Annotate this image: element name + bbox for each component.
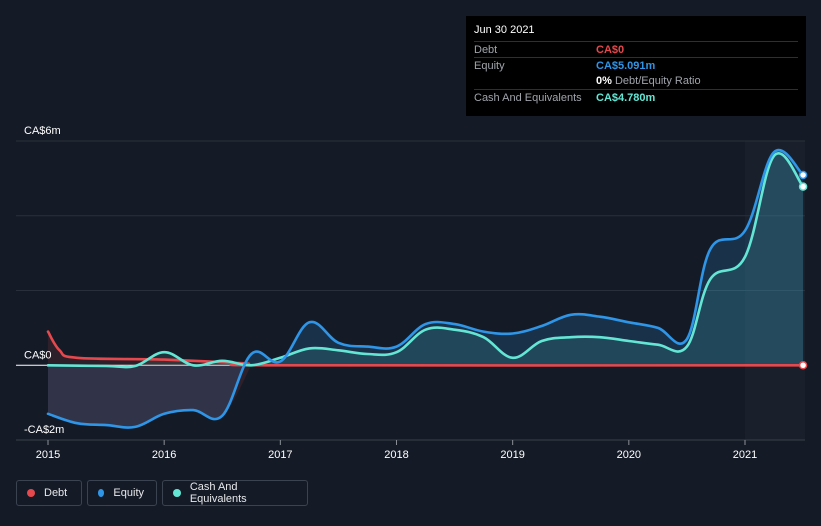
debt-dot-icon [27, 489, 35, 497]
chart-gridlines [16, 140, 805, 441]
x-tick-label: 2020 [617, 449, 641, 461]
equity-dot-icon [98, 489, 105, 497]
tooltip-date: Jun 30 2021 [474, 24, 535, 36]
chart-legend: Debt Equity Cash And Equivalents [16, 480, 313, 508]
equity-line [46, 148, 805, 429]
equity-end-marker [798, 170, 808, 180]
x-tick-label: 2019 [500, 449, 524, 461]
tooltip-debt-label: Debt [474, 44, 498, 56]
legend-debt-label: Debt [44, 487, 68, 499]
cash-and-equivalents-area [48, 153, 804, 368]
x-tick-label: 2017 [268, 449, 292, 461]
chart-lines [46, 148, 805, 429]
tooltip-row-equity: Equity CA$5.091m [474, 57, 798, 74]
legend-equity-label: Equity [113, 487, 144, 499]
chart-end-markers [798, 170, 808, 370]
tooltip-panel: Jun 30 2021 Debt CA$0 Equity CA$5.091m 0… [466, 16, 806, 116]
debt-end-marker [798, 361, 808, 370]
x-tick-label: 2021 [733, 449, 757, 461]
y-axis-ticks: CA$6m CA$0 -CA$2m [24, 125, 64, 436]
equity-area [48, 150, 804, 428]
tooltip-row-debt: Debt CA$0 [474, 41, 798, 58]
y-tick-label: CA$0 [24, 349, 52, 361]
tooltip-ratio: 0% Debt/Equity Ratio [596, 75, 701, 87]
legend-item-debt[interactable]: Debt [16, 480, 82, 506]
y-tick-label: -CA$2m [24, 424, 64, 436]
tooltip-row-cash: Cash And Equivalents CA$4.780m [474, 89, 798, 106]
tooltip-row-ratio: 0% Debt/Equity Ratio [474, 73, 798, 89]
x-tick-label: 2018 [384, 449, 408, 461]
legend-cash-label: Cash And Equivalents [189, 481, 247, 505]
cash-and-equivalents-end-marker [798, 182, 808, 191]
tooltip-equity-value: CA$5.091m [596, 60, 656, 72]
x-axis-ticks: 2015 2016 2017 2018 2019 2020 2021 [36, 440, 757, 461]
cash-dot-icon [173, 489, 181, 497]
tooltip-cash-value: CA$4.780m [596, 92, 656, 104]
legend-item-cash[interactable]: Cash And Equivalents [162, 480, 308, 506]
tooltip-ratio-value: 0% [596, 75, 612, 87]
debt-area [48, 331, 804, 366]
tooltip-ratio-suffix: Debt/Equity Ratio [611, 75, 701, 87]
tooltip-cash-label: Cash And Equivalents [474, 92, 582, 104]
y-tick-label: CA$6m [24, 125, 61, 137]
x-tick-label: 2015 [36, 449, 60, 461]
cash-and-equivalents-line [46, 152, 805, 369]
x-tick-label: 2016 [152, 449, 176, 461]
legend-item-equity[interactable]: Equity [87, 480, 157, 506]
tooltip-debt-value: CA$0 [596, 44, 625, 56]
tooltip-equity-label: Equity [474, 60, 505, 72]
chart-areas [48, 150, 804, 428]
